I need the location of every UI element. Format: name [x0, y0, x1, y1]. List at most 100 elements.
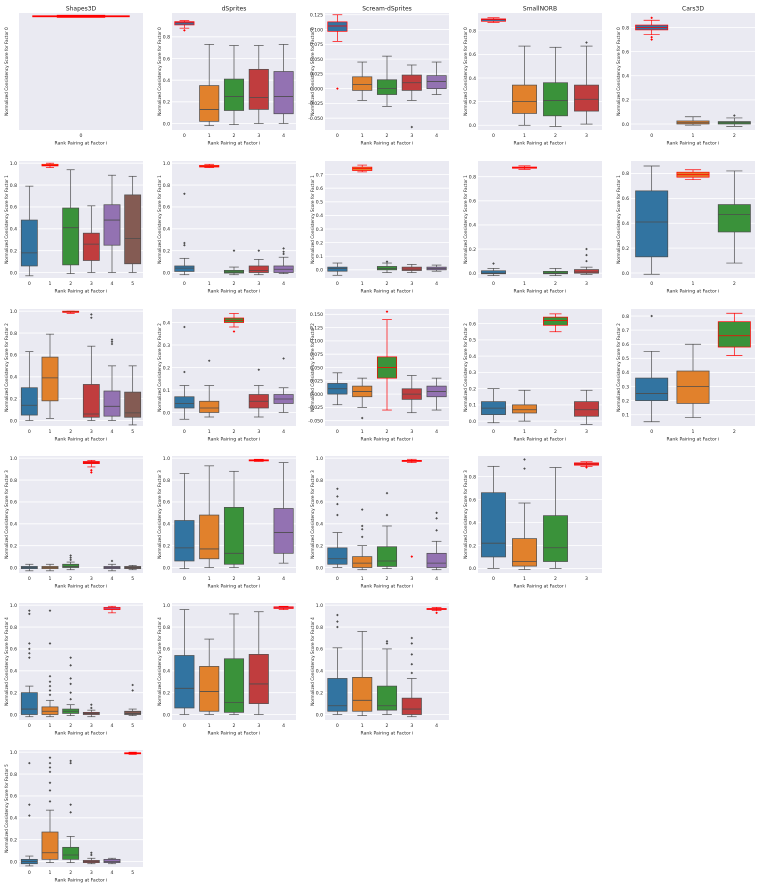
x-tick-label: 0 [492, 429, 495, 435]
x-tick-label: 1 [208, 133, 211, 139]
outlier-point [410, 642, 414, 645]
outlier-point [48, 789, 52, 792]
x-tick-label: 4 [435, 429, 438, 435]
x-tick-label: 0 [336, 723, 339, 729]
y-axis-label: Normalized Consistency Score for Factor … [157, 323, 162, 412]
box-body [543, 271, 568, 275]
outlier-point [48, 756, 52, 759]
y-tick-label: 0.3 [469, 370, 476, 376]
y-tick-label: 0.2 [10, 396, 17, 402]
box-2 [543, 313, 568, 333]
box-body [352, 677, 373, 712]
y-tick-label: 0.8 [316, 625, 323, 631]
box-2 [543, 46, 568, 127]
y-tick-label: 0.0 [10, 270, 17, 276]
box-3 [401, 458, 422, 558]
y-tick-label: 0.6 [622, 196, 629, 202]
plot-background [478, 161, 602, 278]
x-tick-label: 4 [111, 429, 114, 435]
box-1 [199, 163, 220, 168]
box-4 [273, 605, 294, 610]
y-tick-label: 0.1 [316, 254, 323, 260]
x-tick-label: 0 [492, 281, 495, 287]
box-1 [199, 465, 220, 568]
plot-background [19, 309, 143, 426]
outlier-point [110, 340, 114, 344]
y-tick-label: 0.2 [316, 240, 323, 246]
plot-area: 0.0 0.2 0.4 0.6 0.8 1.0 Normalized Consistency… [4, 309, 143, 443]
x-axis-label: Rank Pairing at Factor i [55, 141, 108, 147]
box-5 [124, 365, 142, 426]
y-tick-label: 0.0 [469, 419, 476, 425]
box-3 [574, 41, 599, 125]
y-tick-label: 0.025 [310, 379, 323, 385]
y-tick-label: 0.4 [469, 76, 476, 82]
box-body [103, 607, 121, 610]
box-4 [426, 607, 447, 615]
box-2 [62, 554, 80, 571]
box-1 [512, 389, 537, 422]
y-tick-label: 0.0 [10, 712, 17, 718]
box-body [543, 515, 568, 562]
x-tick-label: 1 [361, 429, 364, 435]
box-body [199, 514, 220, 560]
y-tick-label: 0.8 [469, 474, 476, 480]
y-tick-label: 0.0 [469, 123, 476, 129]
y-axis-label: Normalized Consistency Score for Factor … [616, 323, 621, 412]
y-tick-label: 0.2 [316, 543, 323, 549]
box-body [223, 78, 245, 111]
box-1 [676, 116, 710, 126]
box-body [376, 79, 398, 95]
y-axis-label: Normalized Consistency Score for Factor … [310, 470, 315, 559]
y-tick-label: 0.5 [316, 200, 323, 206]
x-tick-label: 2 [69, 576, 72, 582]
box-5 [124, 175, 142, 273]
plot-area: 0.0 0.2 0.4 0.6 0.8 1.0 Normalized Consistency… [157, 456, 296, 590]
y-tick-label: 0.2 [163, 543, 170, 549]
x-axis-label: Rank Pairing at Factor i [361, 141, 414, 147]
outlier-point [28, 642, 31, 645]
box-3 [248, 368, 269, 418]
outlier-point [110, 338, 114, 341]
y-tick-label: 0.4 [469, 223, 476, 229]
outlier-point [410, 671, 414, 675]
x-axis-label: Rank Pairing at Factor i [667, 141, 720, 147]
box-body [426, 552, 447, 568]
box-body [103, 204, 121, 246]
outlier-point [90, 313, 93, 316]
x-tick-label: 5 [131, 723, 134, 729]
outlier-point [48, 674, 52, 678]
box-2 [223, 470, 245, 568]
box-body [717, 321, 751, 348]
x-tick-label: 4 [111, 281, 114, 287]
outlier-point [336, 513, 339, 517]
x-axis-label: Rank Pairing at Factor i [514, 437, 567, 443]
y-tick-label: 0.4 [316, 522, 323, 528]
y-tick-label: 0.100 [310, 339, 323, 345]
box-0 [174, 473, 195, 569]
y-tick-label: 0.6 [316, 186, 323, 192]
plot-area: 0.0 0.2 0.4 0.6 0.8 Cars3D Normalized Consiste… [616, 6, 755, 147]
y-tick-label: 0.025 [310, 72, 323, 78]
box-0 [174, 192, 195, 276]
box-body [199, 85, 220, 122]
x-tick-label: 0 [183, 429, 186, 435]
plot-background [19, 456, 143, 573]
box-body [717, 204, 751, 233]
box-body [82, 384, 100, 418]
box-body [327, 678, 348, 712]
x-tick-label: 3 [410, 281, 413, 287]
y-tick-label: 0.8 [469, 174, 476, 180]
box-body [543, 316, 568, 326]
y-axis-label: Normalized Consistency Score for Factor … [157, 617, 162, 706]
box-0 [327, 262, 348, 276]
x-tick-label: 3 [90, 429, 93, 435]
outlier-point [183, 243, 186, 247]
outlier-point [69, 803, 72, 806]
box-body [174, 265, 195, 272]
box-0 [20, 563, 38, 572]
plot-area: 0.0 0.2 0.4 0.6 0.8 1.0 Normalized Consistency… [310, 603, 449, 737]
